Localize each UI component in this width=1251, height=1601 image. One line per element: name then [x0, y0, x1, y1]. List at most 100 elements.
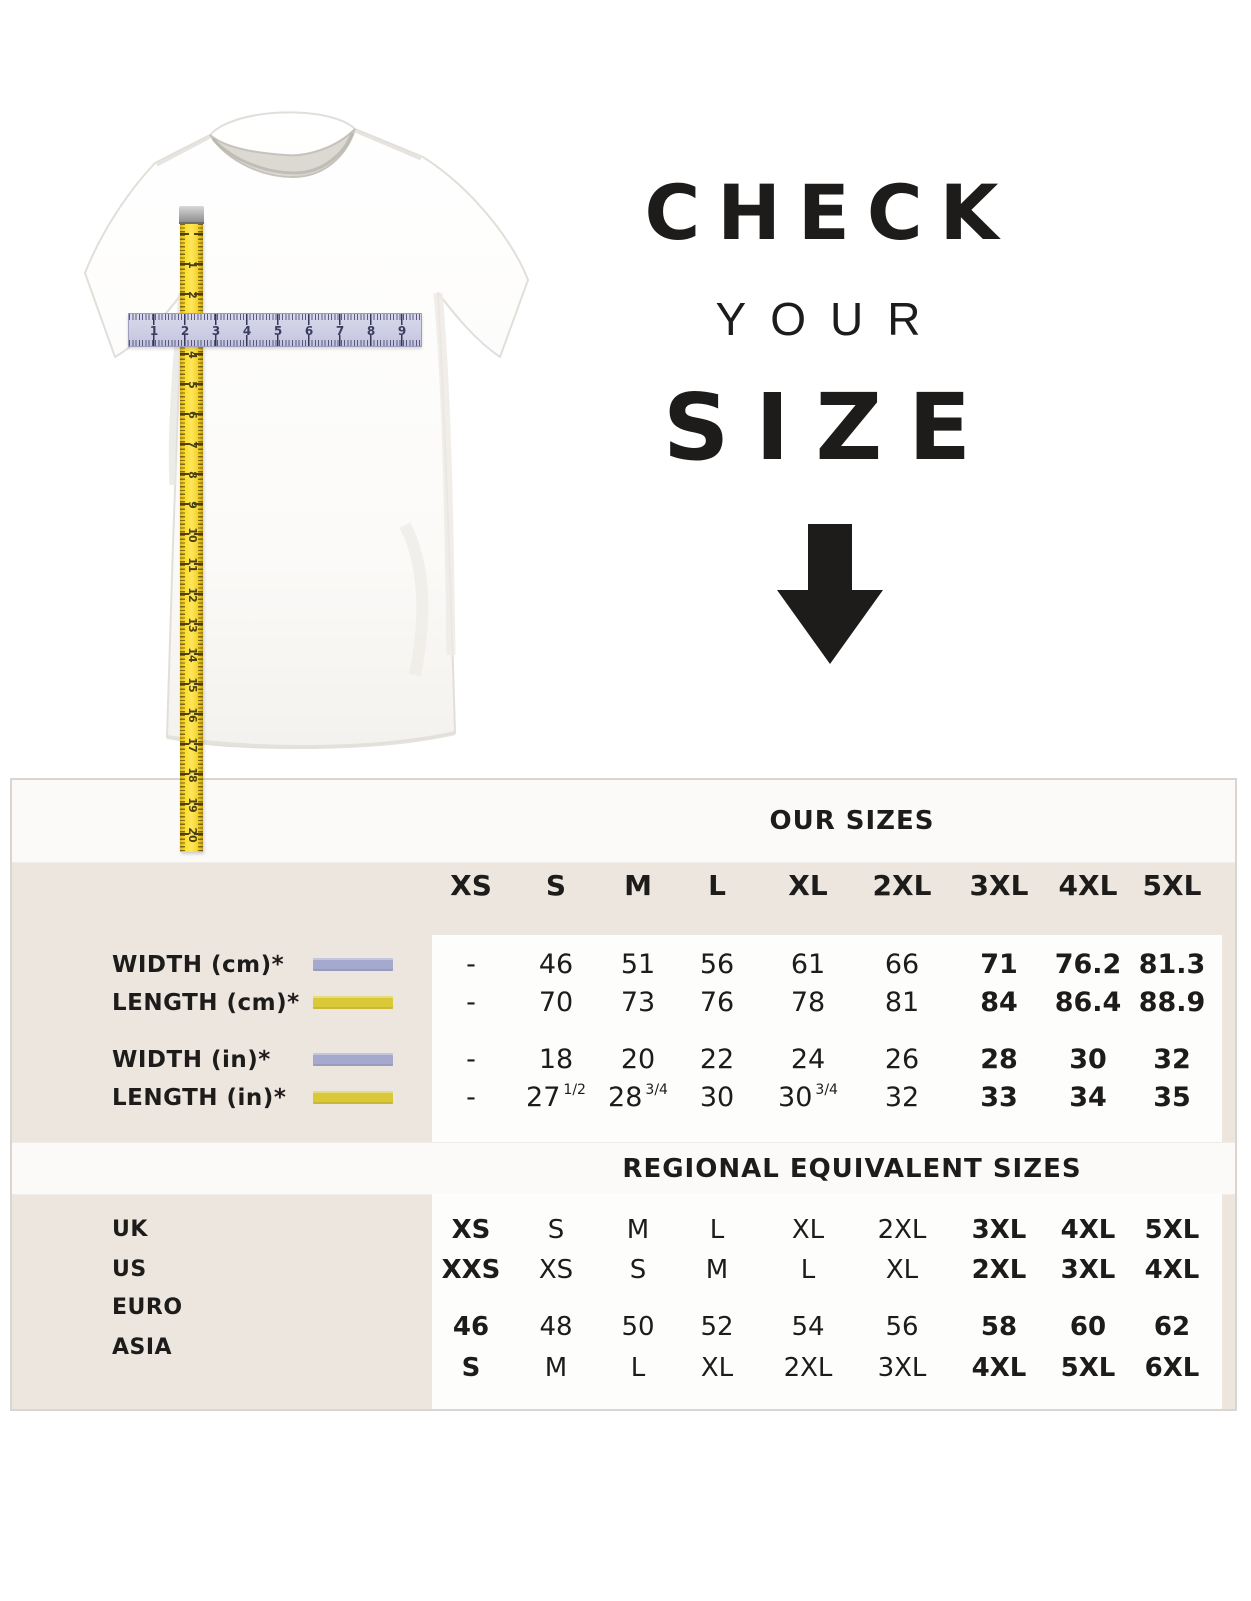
size-cell: 3XL [877, 1353, 927, 1383]
size-cell: 54 [791, 1312, 825, 1342]
size-cell: XL [700, 1353, 734, 1383]
size-cell: 52 [700, 1312, 734, 1342]
yellow-legend-bar [313, 1091, 393, 1104]
regional-title: REGIONAL EQUIVALENT SIZES [622, 1154, 1082, 1184]
size-cell: 51 [620, 949, 656, 980]
size-cell: XS [451, 1215, 491, 1245]
shoulder-seam-right [354, 129, 422, 161]
tape-number: 11 [186, 557, 199, 573]
size-cell: XL [791, 1215, 825, 1245]
tape-number: 13 [186, 617, 199, 633]
vertical-measuring-tape: 1234567891011121314151617181920 [179, 206, 204, 852]
size-cell: 20 [620, 1044, 656, 1075]
size-cell: 70 [538, 987, 574, 1018]
size-cell: 28 3/4 [608, 1082, 668, 1113]
size-cell: 78 [790, 987, 826, 1018]
size-chart-table: OUR SIZES XS S M L XL 2XL 3XL 4XL 5XL WIDTH (cm)… [10, 778, 1237, 1411]
headline-check: CHECK [644, 168, 1016, 257]
tape-number: 19 [186, 797, 199, 813]
size-cell: 76.2 [1054, 949, 1122, 980]
regional-band [12, 1142, 1235, 1195]
size-cell: - [466, 1082, 476, 1113]
measurement-row-label: LENGTH (in)* [112, 1085, 287, 1111]
regional-row-label: ASIA [112, 1335, 173, 1360]
horizontal-ruler: 1 2 3 4 5 6 7 8 9 [128, 313, 422, 347]
size-cell: 30 3/4 [778, 1082, 838, 1113]
fraction: 3/4 [815, 1082, 838, 1098]
size-cell: S [461, 1353, 481, 1383]
yellow-legend-bar [313, 996, 393, 1009]
size-cell: 27 1/2 [526, 1082, 586, 1113]
ruler-number: 8 [366, 324, 376, 338]
tshirt-body [84, 111, 529, 749]
size-cell: 48 [539, 1312, 573, 1342]
tape-number: 20 [186, 827, 199, 843]
size-column-header: 3XL [969, 869, 1029, 902]
size-column-header: XL [788, 869, 828, 902]
tape-number: 16 [186, 707, 199, 723]
ruler-number: 4 [242, 324, 252, 338]
size-cell: 81 [884, 987, 920, 1018]
size-cell: 60 [1069, 1312, 1107, 1342]
size-cell: 3XL [971, 1215, 1027, 1245]
ruler-number: 5 [273, 324, 283, 338]
size-cell: 5XL [1144, 1215, 1200, 1245]
size-cell: 71 [980, 949, 1018, 980]
size-cell: 58 [980, 1312, 1018, 1342]
tape-number: 8 [186, 471, 199, 479]
size-cell: - [466, 1044, 476, 1075]
size-column-header: L [708, 869, 726, 902]
tape-number: 6 [186, 411, 199, 419]
lavender-legend-bar [313, 958, 393, 971]
tape-number: 18 [186, 767, 199, 783]
size-cell: 2XL [877, 1215, 927, 1245]
size-cell: 30 [699, 1082, 735, 1113]
size-cell: 4XL [1144, 1255, 1200, 1285]
size-cell: 56 [885, 1312, 919, 1342]
tape-number: 9 [186, 501, 199, 509]
our-sizes-band [12, 780, 1235, 863]
our-sizes-title: OUR SIZES [769, 806, 935, 836]
size-cell: M [544, 1353, 568, 1383]
size-cell: L [630, 1353, 646, 1383]
size-cell: 2XL [971, 1255, 1027, 1285]
tape-number: 7 [186, 441, 199, 449]
shoulder-seam-left [156, 135, 211, 167]
tape-number: 1 [186, 261, 199, 269]
size-column-header: M [624, 869, 652, 902]
lavender-legend-bar [313, 1053, 393, 1066]
size-cell: M [626, 1215, 650, 1245]
regional-row-label: US [112, 1257, 147, 1282]
size-cell: 81.3 [1138, 949, 1206, 980]
size-cell: 50 [621, 1312, 655, 1342]
size-cell: 32 [884, 1082, 920, 1113]
tape-number: 2 [186, 291, 199, 299]
tape-number: 10 [186, 527, 199, 543]
tshirt-image [84, 111, 529, 750]
size-cell: 61 [790, 949, 826, 980]
size-cell: 84 [980, 987, 1018, 1018]
size-cell: XXS [441, 1255, 501, 1285]
ruler-number: 2 [180, 324, 190, 338]
size-cell: - [466, 987, 476, 1018]
size-cell: 22 [699, 1044, 735, 1075]
fold-shadow [399, 522, 429, 677]
size-column-header: 5XL [1142, 869, 1202, 902]
measurement-row-label: WIDTH (in)* [112, 1047, 271, 1073]
size-cell: 33 [980, 1082, 1018, 1113]
size-cell: 88.9 [1138, 987, 1206, 1018]
size-cell: 46 [452, 1312, 490, 1342]
size-cell: 30 [1069, 1044, 1107, 1075]
size-cell: 4XL [971, 1353, 1027, 1383]
size-cell: 86.4 [1054, 987, 1122, 1018]
size-cell: 5XL [1060, 1353, 1116, 1383]
tape-number: 15 [186, 677, 199, 693]
size-cell: XL [885, 1255, 919, 1285]
tshirt-illustration: 1234567891011121314151617181920 12345678… [55, 95, 560, 852]
size-column-header: 2XL [872, 869, 932, 902]
size-cell: 24 [790, 1044, 826, 1075]
size-cell: 34 [1069, 1082, 1107, 1113]
size-column-header: S [545, 869, 567, 902]
collar-rim [211, 132, 354, 175]
measurements-panel [432, 935, 1222, 1142]
